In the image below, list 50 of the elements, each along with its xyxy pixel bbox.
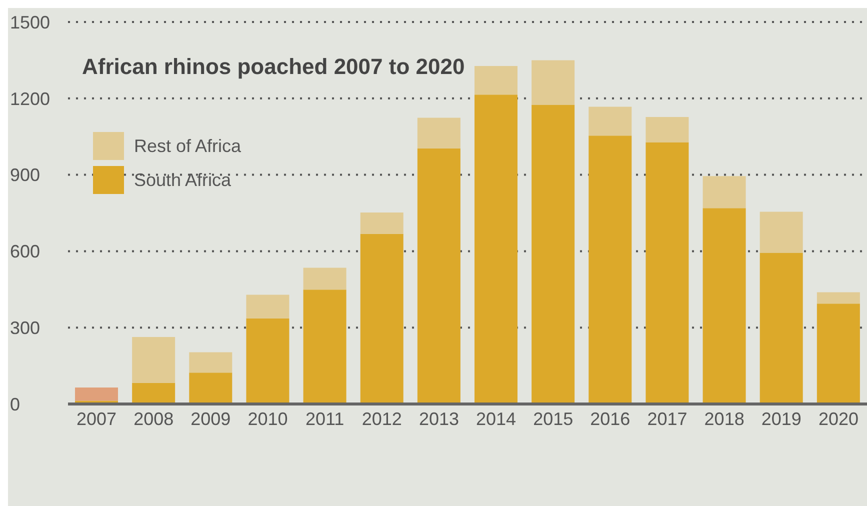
x-tick-label: 2018 bbox=[704, 408, 744, 429]
x-tick-label: 2012 bbox=[362, 408, 402, 429]
x-tick-label: 2007 bbox=[76, 408, 117, 429]
x-tick-label: 2014 bbox=[476, 408, 516, 429]
bar bbox=[246, 294, 290, 318]
bar bbox=[132, 382, 176, 404]
bar bbox=[360, 212, 404, 234]
bar bbox=[532, 104, 575, 404]
bar bbox=[246, 318, 290, 404]
y-tick-label: 300 bbox=[10, 318, 40, 338]
legend-label: Rest of Africa bbox=[134, 136, 242, 156]
x-tick-label: 2008 bbox=[134, 408, 174, 429]
bar bbox=[816, 292, 860, 304]
bar bbox=[816, 304, 860, 404]
bar bbox=[760, 252, 803, 404]
bar bbox=[303, 290, 346, 404]
bar bbox=[474, 66, 518, 95]
x-tick-label: 2020 bbox=[818, 408, 858, 429]
bar bbox=[702, 208, 746, 404]
y-tick-label: 1200 bbox=[10, 88, 50, 109]
bar bbox=[360, 234, 404, 404]
bar bbox=[588, 106, 632, 136]
bar bbox=[702, 176, 746, 208]
bar bbox=[646, 142, 689, 404]
bar bbox=[417, 148, 460, 404]
x-tick-label: 2015 bbox=[533, 408, 574, 429]
x-tick-label: 2011 bbox=[305, 408, 344, 429]
bar bbox=[646, 116, 689, 142]
bar bbox=[588, 136, 632, 404]
y-tick-label: 900 bbox=[10, 165, 40, 186]
bar bbox=[532, 60, 575, 105]
bar bbox=[474, 94, 518, 404]
x-tick-label: 2009 bbox=[190, 408, 231, 429]
text: African rhinos poached 2007 to 2020 bbox=[82, 54, 465, 80]
bar bbox=[303, 268, 346, 290]
bar bbox=[132, 337, 176, 383]
bar bbox=[417, 118, 460, 148]
legend-label: South Africa bbox=[134, 170, 232, 190]
x-tick-label: 2013 bbox=[418, 408, 459, 429]
x-tick-label: 2017 bbox=[647, 408, 688, 429]
x-tick-label: 2010 bbox=[248, 408, 288, 429]
y-tick-label: 1500 bbox=[10, 12, 50, 32]
x-tick-label: 2016 bbox=[590, 408, 630, 429]
x-tick-label: 2019 bbox=[761, 408, 802, 429]
y-tick-label: 600 bbox=[10, 242, 40, 262]
bar bbox=[189, 372, 232, 404]
y-tick-label: 0 bbox=[10, 394, 20, 414]
bar bbox=[760, 212, 803, 253]
bar bbox=[75, 387, 118, 401]
bar bbox=[189, 352, 232, 373]
